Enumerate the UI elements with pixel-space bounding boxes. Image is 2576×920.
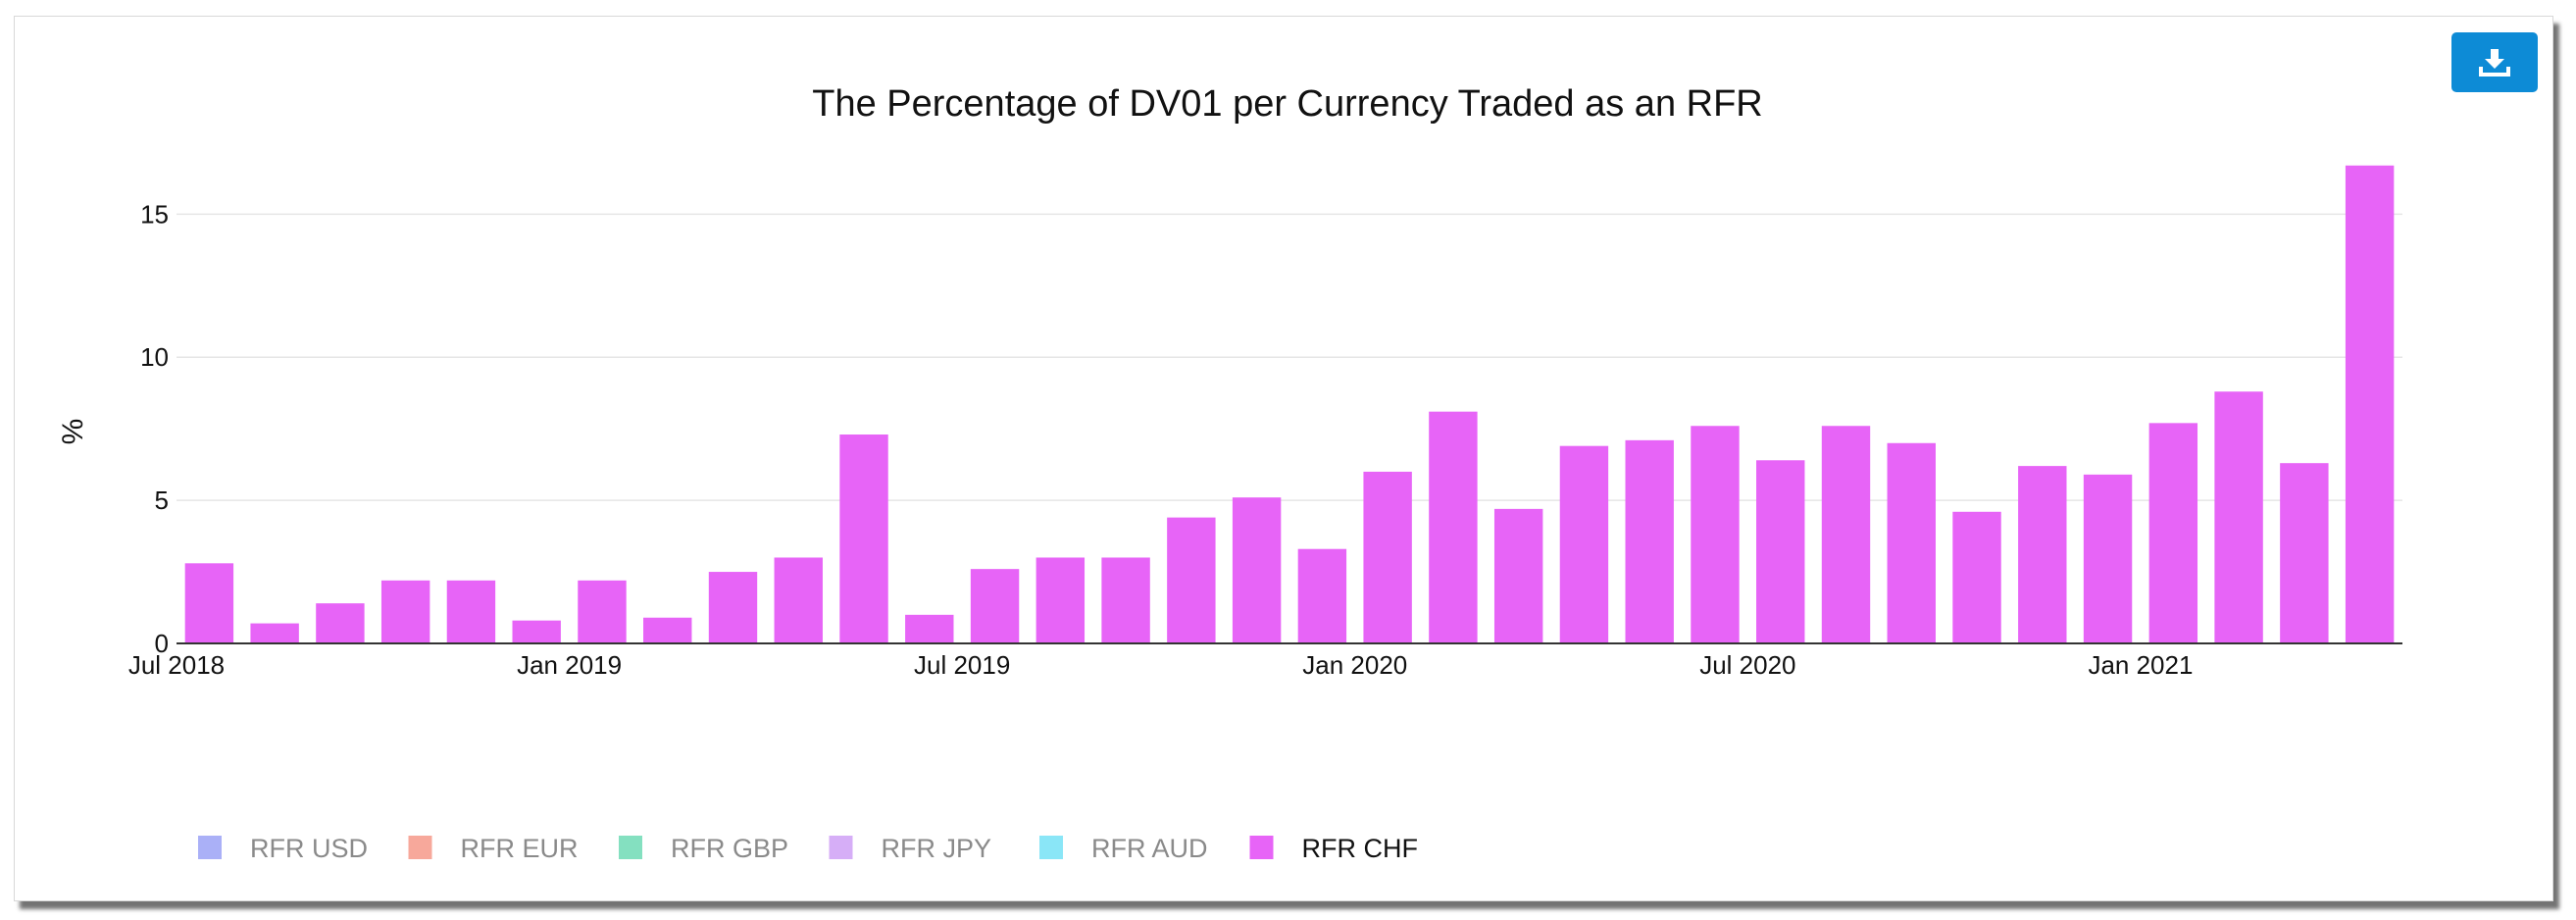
x-tick-label: Jan 2020 xyxy=(1302,650,1407,680)
legend-label: RFR EUR xyxy=(461,834,579,863)
legend-label: RFR AUD xyxy=(1091,834,1208,863)
legend-label: RFR CHF xyxy=(1302,834,1418,863)
bar[interactable] xyxy=(970,569,1020,643)
legend-item[interactable]: RFR USD xyxy=(198,834,368,863)
x-tick-label: Jul 2018 xyxy=(128,650,225,680)
x-tick-label: Jan 2019 xyxy=(517,650,622,680)
bar[interactable] xyxy=(2083,474,2133,643)
y-tick-labels: 0 5 10 15 xyxy=(140,199,169,658)
bar[interactable] xyxy=(2345,165,2395,644)
legend-swatch xyxy=(829,836,853,859)
legend: RFR USD RFR EUR RFR GBP RFR JPY RFR AUD RFR C… xyxy=(198,834,1418,863)
legend-swatch xyxy=(1039,836,1063,859)
bar[interactable] xyxy=(1035,557,1086,643)
bar[interactable] xyxy=(1363,471,1412,643)
bar[interactable] xyxy=(1232,497,1282,643)
bar[interactable] xyxy=(1101,557,1150,643)
y-axis-title: % xyxy=(57,419,89,445)
y-tick-label: 5 xyxy=(155,486,169,515)
bar[interactable] xyxy=(839,434,888,643)
bar[interactable] xyxy=(446,580,496,643)
chart-title: The Percentage of DV01 per Currency Trad… xyxy=(812,83,1762,125)
legend-label: RFR USD xyxy=(250,834,368,863)
legend-swatch xyxy=(619,836,642,859)
bar[interactable] xyxy=(1493,508,1543,643)
legend-item[interactable]: RFR EUR xyxy=(408,834,579,863)
bar[interactable] xyxy=(1297,548,1347,643)
bar[interactable] xyxy=(512,620,561,643)
legend-item[interactable]: RFR JPY xyxy=(829,834,992,863)
y-tick-label: 15 xyxy=(140,199,169,229)
legend-label: RFR JPY xyxy=(882,834,992,863)
bar[interactable] xyxy=(2214,391,2263,643)
legend-swatch xyxy=(198,836,222,859)
bar[interactable] xyxy=(1559,445,1609,643)
legend-label: RFR GBP xyxy=(671,834,788,863)
bar[interactable] xyxy=(1691,426,1740,643)
y-tick-label: 0 xyxy=(155,629,169,658)
legend-swatch xyxy=(1249,836,1274,859)
bar[interactable] xyxy=(2018,466,2067,643)
x-tick-label: Jul 2019 xyxy=(914,650,1010,680)
bar[interactable] xyxy=(2148,423,2198,643)
bar[interactable] xyxy=(1756,460,1805,643)
bar[interactable] xyxy=(316,603,365,643)
bar[interactable] xyxy=(774,557,823,643)
bar[interactable] xyxy=(1625,439,1674,643)
legend-item[interactable]: RFR CHF xyxy=(1249,834,1418,863)
bar[interactable] xyxy=(184,563,234,643)
bar[interactable] xyxy=(380,580,430,643)
download-button[interactable] xyxy=(2451,32,2538,92)
bar[interactable] xyxy=(578,580,627,643)
x-tick-labels: Jul 2018 Jan 2019 Jul 2019 Jan 2020 Jul 2020… xyxy=(128,650,2194,680)
legend-swatch xyxy=(408,836,432,859)
bar[interactable] xyxy=(1167,517,1216,643)
grid-lines xyxy=(177,213,2402,501)
bars xyxy=(184,165,2395,644)
bar[interactable] xyxy=(905,614,954,643)
x-tick-label: Jan 2021 xyxy=(2088,650,2193,680)
bar[interactable] xyxy=(643,617,692,643)
chart-card xyxy=(14,16,2553,901)
bar[interactable] xyxy=(1821,426,1871,643)
bar[interactable] xyxy=(1952,511,2001,643)
download-icon xyxy=(2479,48,2510,77)
legend-item[interactable]: RFR GBP xyxy=(619,834,788,863)
bar[interactable] xyxy=(1887,442,1936,643)
legend-item[interactable]: RFR AUD xyxy=(1039,834,1208,863)
bar[interactable] xyxy=(2280,463,2329,643)
bar[interactable] xyxy=(1429,411,1478,643)
y-tick-label: 10 xyxy=(140,342,169,372)
bar[interactable] xyxy=(708,572,758,643)
bar[interactable] xyxy=(250,623,299,643)
x-tick-label: Jul 2020 xyxy=(1699,650,1795,680)
